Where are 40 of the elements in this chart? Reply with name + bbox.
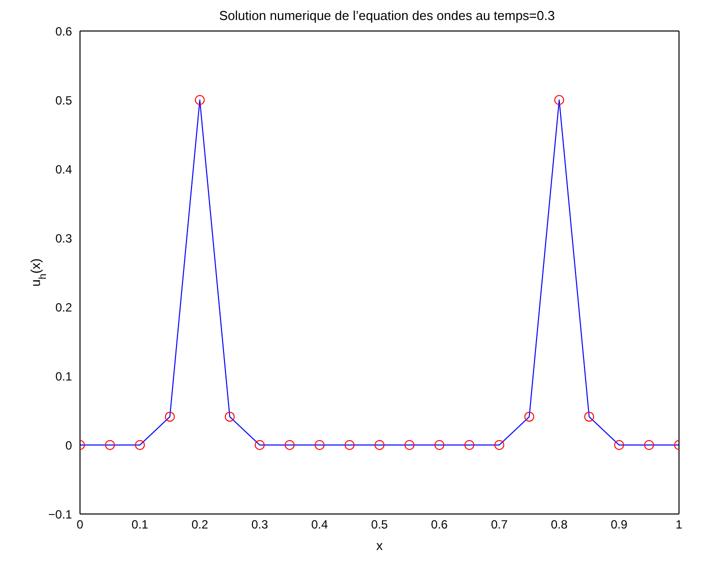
y-tick-label: 0.6 <box>55 24 72 38</box>
point <box>644 440 654 450</box>
point <box>314 440 325 450</box>
point <box>224 412 235 422</box>
x-tick-label: 0.7 <box>490 518 508 532</box>
point <box>494 440 504 450</box>
y-tick-label: 0.3 <box>55 231 72 246</box>
point <box>374 440 384 450</box>
point <box>434 440 444 450</box>
point <box>194 95 205 105</box>
x-tick-label: 0 <box>76 518 84 532</box>
y-tick-label: 0.5 <box>55 93 72 108</box>
y-tick-label: 0.4 <box>55 162 72 176</box>
x-tick-label: 0.5 <box>371 518 388 532</box>
x-tick-label: 0.1 <box>132 518 149 532</box>
point <box>554 95 564 105</box>
point <box>134 440 145 450</box>
x-tick-label: 0.4 <box>311 518 328 532</box>
point <box>344 440 355 450</box>
chart-title: Solution numerique de l’equation des ondes au temps=0.3 <box>218 8 556 25</box>
y-tick-label: 0.2 <box>55 300 72 314</box>
point <box>104 440 115 450</box>
point <box>524 412 534 422</box>
point <box>584 412 594 422</box>
x-axis-title: x <box>376 538 384 553</box>
x-tick-label: 0.8 <box>550 518 568 532</box>
x-tick-label: 0.9 <box>610 518 628 532</box>
x-tick-label: 0.2 <box>191 518 208 532</box>
x-tick-label: 0.6 <box>431 518 448 532</box>
point <box>164 412 175 422</box>
x-tick-label: 0.3 <box>251 518 268 532</box>
x-tick-label: 1 <box>676 518 683 532</box>
point <box>464 440 474 450</box>
point <box>614 440 624 450</box>
point <box>404 440 414 450</box>
y-tick-label: −0.1 <box>48 507 72 522</box>
point <box>284 440 295 450</box>
point <box>254 440 265 450</box>
y-tick-label: 0.1 <box>55 369 72 384</box>
y-tick-label: 0 <box>65 438 72 452</box>
